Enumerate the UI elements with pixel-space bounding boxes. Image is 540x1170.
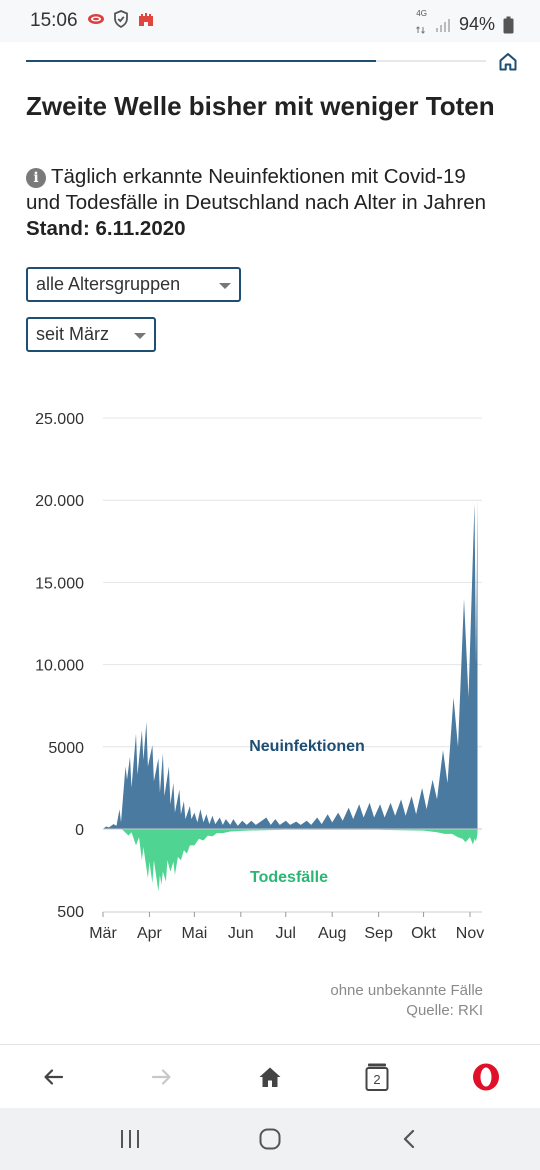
y-tick-label: 10.000: [35, 658, 84, 675]
recent-apps-button[interactable]: [100, 1108, 160, 1170]
x-tick-label: Mai: [181, 925, 207, 942]
network-indicator: 4G: [416, 10, 427, 39]
y-tick-label: 5000: [48, 740, 84, 757]
period-select[interactable]: seit März: [26, 317, 156, 352]
castle-app-icon: [137, 10, 155, 33]
stand-date: Stand: 6.11.2020: [26, 217, 186, 240]
info-icon[interactable]: i: [26, 168, 46, 188]
note-unknown-cases: ohne unbekannte Fälle: [330, 982, 483, 999]
y-tick-label: 0: [75, 822, 84, 839]
tab-count: 2: [373, 1072, 380, 1087]
series-area-neuinfektionen: [103, 498, 478, 829]
page-title: Zweite Welle bisher mit weniger Toten: [26, 91, 495, 121]
series-label-neuinfektionen: Neuinfektionen: [249, 738, 365, 755]
y-axis-labels: 25.000 20.000 15.000 10.000 5000 0 500: [35, 411, 84, 921]
forward-button[interactable]: [131, 1045, 191, 1109]
opera-menu-button[interactable]: [456, 1045, 516, 1109]
x-tick-label: Okt: [411, 925, 436, 942]
series-area-todesfaelle: [103, 829, 478, 892]
x-tick-label: Sep: [364, 925, 393, 942]
opera-logo-icon: [473, 1063, 499, 1091]
home-button[interactable]: [240, 1045, 300, 1109]
arrow-left-icon: [44, 1069, 64, 1085]
signal-icon: [435, 18, 450, 32]
status-time: 15:06: [30, 10, 78, 31]
status-bar: 15:06 4G 94%: [0, 0, 540, 42]
data-arrows-icon: [416, 26, 426, 34]
chevron-down-icon: [219, 283, 231, 289]
y-tick-label: 15.000: [35, 575, 84, 592]
back-button[interactable]: [24, 1045, 84, 1109]
circle-home-icon: [259, 1128, 281, 1150]
home-icon[interactable]: [496, 50, 520, 74]
x-tick-label: Nov: [456, 925, 484, 942]
home-icon: [259, 1067, 281, 1087]
subtitle-text: Täglich erkannte Neuinfektionen mit Covi…: [26, 165, 487, 214]
chart-gridlines: [103, 417, 482, 748]
x-tick-label: Jul: [276, 925, 296, 942]
age-group-select[interactable]: alle Altersgruppen: [26, 267, 241, 302]
system-home-button[interactable]: [240, 1108, 300, 1170]
y-tick-label: 20.000: [35, 493, 84, 510]
tabs-button[interactable]: 2: [347, 1045, 407, 1109]
reading-progress-fill: [26, 60, 376, 62]
x-axis: Mär Apr Mai Jun Jul Aug Sep Okt Nov: [89, 911, 484, 942]
battery-percent: 94%: [458, 14, 495, 34]
x-tick-label: Aug: [318, 925, 346, 942]
x-tick-label: Apr: [137, 925, 163, 942]
battery-icon: [503, 16, 514, 33]
network-type: 4G: [416, 9, 427, 18]
arrow-right-icon: [151, 1069, 171, 1085]
notification-icons: [87, 10, 155, 33]
source-note: Quelle: RKI: [406, 1002, 483, 1019]
chart-subtitle: i Täglich erkannte Neuinfektionen mit Cov…: [26, 164, 496, 242]
notification-app-icon: [87, 10, 105, 33]
series-label-todesfaelle: Todesfälle: [250, 869, 328, 886]
shield-icon: [113, 10, 129, 33]
x-tick-label: Jun: [228, 925, 254, 942]
system-navigation-bar: [0, 1108, 540, 1170]
period-value: seit März: [36, 324, 110, 344]
chevron-down-icon: [134, 333, 146, 339]
status-right: 4G 94%: [416, 10, 514, 39]
tabs-icon: 2: [365, 1063, 389, 1091]
age-group-value: alle Altersgruppen: [36, 274, 181, 294]
browser-toolbar: 2: [0, 1044, 540, 1108]
y-tick-label: 25.000: [35, 411, 84, 428]
chevron-left-icon: [403, 1129, 415, 1149]
recent-apps-icon: [121, 1130, 139, 1148]
reading-progress: [26, 60, 486, 62]
system-back-button[interactable]: [380, 1108, 440, 1170]
x-tick-label: Mär: [89, 925, 117, 942]
y-tick-label: 500: [57, 904, 84, 921]
